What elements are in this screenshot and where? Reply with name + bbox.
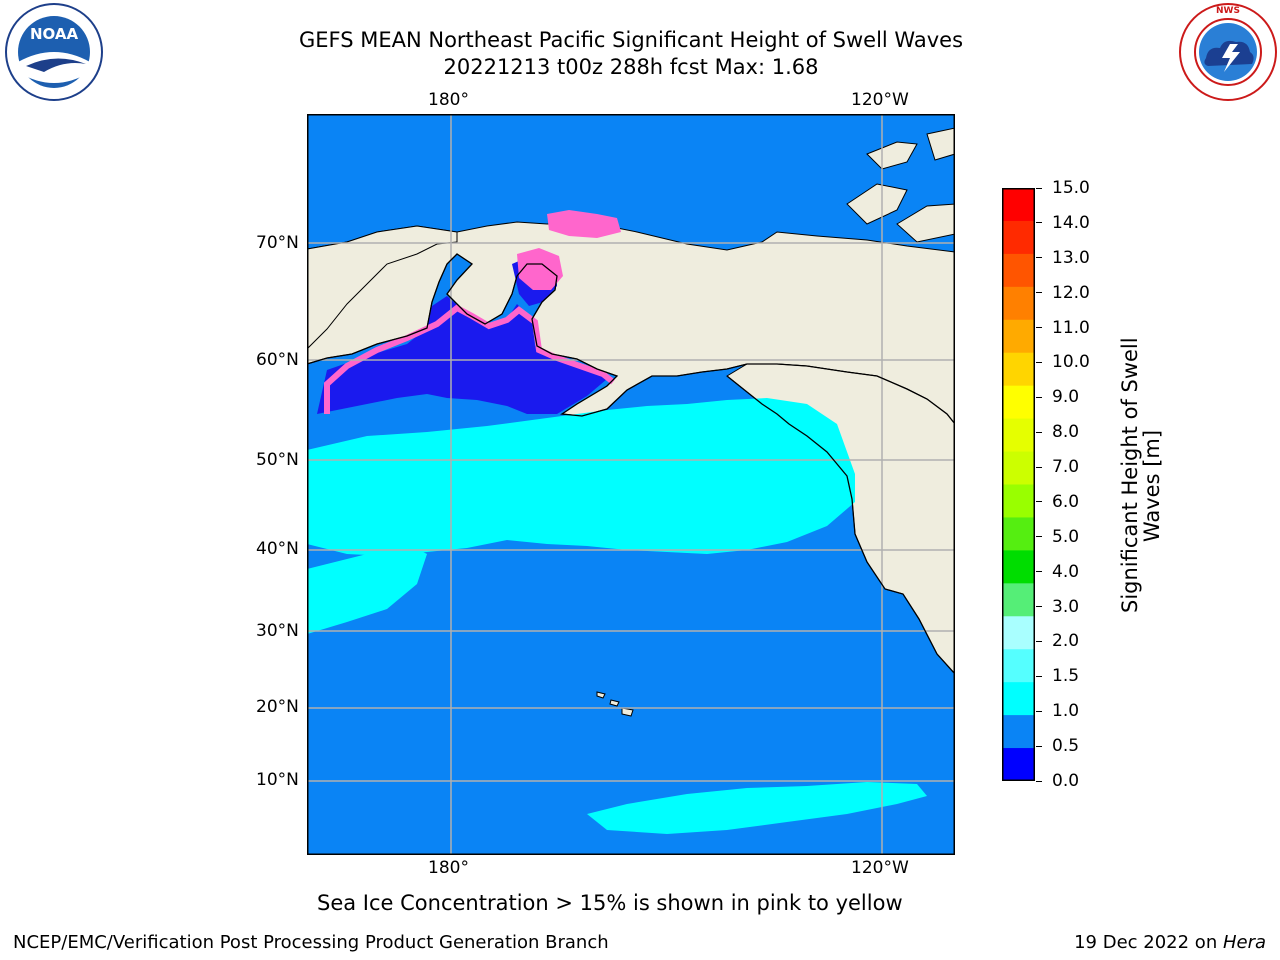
colorbar-tick-label: 1.0 bbox=[1052, 701, 1080, 722]
colorbar-tick-label: 2.0 bbox=[1052, 631, 1080, 652]
colorbar-tick-label: 4.0 bbox=[1052, 561, 1080, 582]
map-frame bbox=[307, 114, 955, 855]
land-arctic-islands bbox=[846, 127, 954, 243]
colorbar-tick-label: 13.0 bbox=[1052, 247, 1090, 268]
footer-host: Hera bbox=[1222, 932, 1266, 953]
lat-label-50n: 50°N bbox=[256, 450, 299, 470]
colorbar-swatch bbox=[1002, 286, 1035, 321]
colorbar-tick-label: 6.0 bbox=[1052, 491, 1080, 512]
graticule bbox=[308, 115, 954, 854]
nws-logo: NWS bbox=[1178, 2, 1278, 102]
lat-label-30n: 30°N bbox=[256, 621, 299, 641]
noaa-logo-text: NOAA bbox=[30, 25, 79, 43]
footer-date: 19 Dec 2022 on Hera bbox=[1074, 932, 1266, 954]
map-panel bbox=[307, 114, 955, 855]
footer-branch: NCEP/EMC/Verification Post Processing Pr… bbox=[13, 932, 609, 953]
lat-label-20n: 20°N bbox=[256, 697, 299, 717]
colorbar-tick-label: 7.0 bbox=[1052, 457, 1080, 478]
colorbar-tick-mark bbox=[1036, 536, 1042, 538]
colorbar-tick-label: 3.0 bbox=[1052, 596, 1080, 617]
colorbar-tick-mark bbox=[1036, 571, 1042, 573]
colorbar-tick-mark bbox=[1036, 745, 1042, 747]
colorbar-tick-mark bbox=[1036, 431, 1042, 433]
colorbar-swatch bbox=[1002, 616, 1035, 650]
colorbar-tick-mark bbox=[1036, 466, 1042, 468]
swell-map bbox=[307, 114, 955, 855]
nws-ring-text: NWS bbox=[1216, 6, 1240, 16]
colorbar-tick-mark bbox=[1036, 222, 1042, 224]
colorbar-tick-label: 12.0 bbox=[1052, 282, 1090, 303]
colorbar-tick-label: 5.0 bbox=[1052, 526, 1080, 547]
colorbar-tick-mark bbox=[1036, 361, 1042, 363]
colorbar-tick-mark bbox=[1036, 675, 1042, 677]
swell-band-tropics bbox=[587, 782, 927, 834]
colorbar-swatch bbox=[1002, 451, 1035, 485]
colorbar-tick-mark bbox=[1036, 710, 1042, 712]
swell-band-west-pacific bbox=[308, 544, 427, 634]
colorbar-label-line2: Waves [m] bbox=[1140, 429, 1164, 543]
colorbar-swatch bbox=[1002, 583, 1035, 617]
land-siberia bbox=[308, 225, 458, 349]
noaa-logo: NOAA bbox=[4, 2, 104, 102]
colorbar-tick-mark bbox=[1036, 292, 1042, 294]
chart-subtitle: 20221213 t00z 288h fcst Max: 1.68 bbox=[443, 55, 819, 79]
colorbar-tick-mark bbox=[1036, 606, 1042, 608]
colorbar-swatch bbox=[1002, 550, 1035, 584]
colorbar-tick-label: 0.0 bbox=[1052, 771, 1080, 791]
colorbar-tick-label: 9.0 bbox=[1052, 387, 1080, 408]
coastline bbox=[308, 253, 954, 674]
colorbar-tick-label: 14.0 bbox=[1052, 212, 1090, 233]
colorbar-tick-mark bbox=[1036, 187, 1042, 189]
colorbar-swatch bbox=[1002, 484, 1035, 518]
sea-ice-edge bbox=[517, 210, 621, 290]
colorbar-tick-mark bbox=[1036, 640, 1042, 642]
colorbar-tick-label: 10.0 bbox=[1052, 352, 1090, 373]
colorbar-tick-label: 11.0 bbox=[1052, 317, 1090, 338]
colorbar-tick-mark bbox=[1036, 396, 1042, 398]
colorbar-tick-label: 0.5 bbox=[1052, 736, 1080, 757]
colorbar bbox=[1002, 188, 1035, 782]
colorbar-swatch bbox=[1002, 748, 1035, 782]
lat-label-70n: 70°N bbox=[256, 233, 299, 253]
lon-label-top-120w: 120°W bbox=[851, 90, 909, 110]
chart-title: GEFS MEAN Northeast Pacific Significant … bbox=[298, 28, 964, 52]
colorbar-swatch bbox=[1002, 418, 1035, 453]
colorbar-swatches bbox=[1002, 188, 1035, 782]
swell-band-north-pacific bbox=[308, 398, 855, 556]
colorbar-tick-label: 15.0 bbox=[1052, 178, 1090, 198]
colorbar-swatch bbox=[1002, 352, 1035, 387]
colorbar-swatch bbox=[1002, 682, 1035, 716]
colorbar-swatch bbox=[1002, 319, 1035, 354]
calm-bering-sea bbox=[317, 296, 607, 414]
colorbar-tick-mark bbox=[1036, 501, 1042, 503]
colorbar-swatch bbox=[1002, 649, 1035, 683]
lat-label-60n: 60°N bbox=[256, 350, 299, 370]
colorbar-swatch bbox=[1002, 715, 1035, 749]
colorbar-ticks: 15.0 14.0 13.0 12.0 11.0 10.0 9.0 8.0 7.0 6.0 5.0 4… bbox=[1036, 0, 1096, 960]
colorbar-tick-mark bbox=[1036, 327, 1042, 329]
colorbar-swatch bbox=[1002, 253, 1035, 288]
colorbar-tick-mark bbox=[1036, 257, 1042, 259]
colorbar-tick-label: 1.5 bbox=[1052, 666, 1080, 687]
colorbar-swatch bbox=[1002, 220, 1035, 255]
lon-label-top-180: 180° bbox=[428, 90, 469, 110]
lon-label-bottom-120w: 120°W bbox=[851, 858, 909, 878]
colorbar-swatch bbox=[1002, 188, 1035, 222]
land-hawaii bbox=[596, 691, 634, 717]
footer-date-text: 19 Dec 2022 on bbox=[1074, 932, 1223, 953]
colorbar-swatch bbox=[1002, 385, 1035, 420]
lat-label-10n: 10°N bbox=[256, 770, 299, 790]
colorbar-tick-label: 8.0 bbox=[1052, 422, 1080, 443]
lon-label-bottom-180: 180° bbox=[428, 858, 469, 878]
colorbar-swatch bbox=[1002, 517, 1035, 551]
lat-label-40n: 40°N bbox=[256, 539, 299, 559]
sea-ice-note: Sea Ice Concentration > 15% is shown in … bbox=[317, 891, 903, 915]
colorbar-tick-mark bbox=[1036, 780, 1042, 782]
